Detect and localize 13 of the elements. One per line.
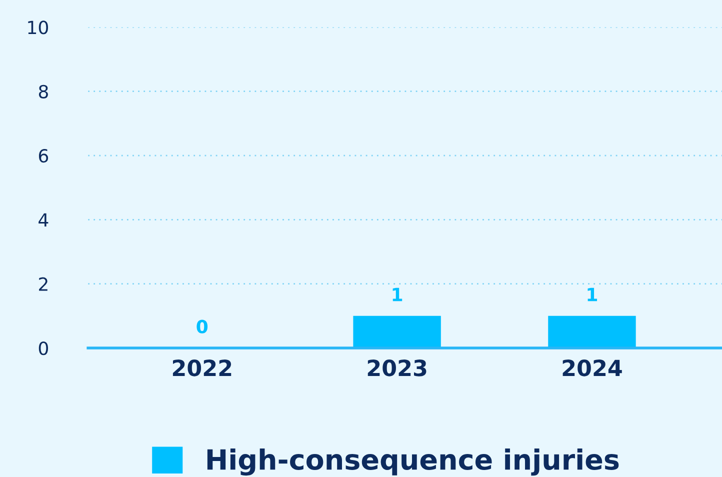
x-tick-label: 2022 [172, 360, 232, 376]
y-tick-label: 8 [38, 84, 48, 98]
y-tick-label: 0 [38, 341, 48, 356]
data-label: 1 [392, 288, 402, 302]
data-label: 0 [196, 320, 208, 334]
y-tick-label: 4 [38, 213, 48, 227]
y-tick-label: 10 [28, 20, 48, 34]
y-tick-label: 6 [38, 148, 48, 163]
y-tick-label: 2 [39, 277, 48, 291]
x-tick-label: 2024 [562, 360, 622, 376]
legend-label: High-consequence injuries [207, 448, 619, 476]
x-tick-label: 2023 [368, 360, 426, 376]
data-label: 1 [588, 288, 598, 302]
